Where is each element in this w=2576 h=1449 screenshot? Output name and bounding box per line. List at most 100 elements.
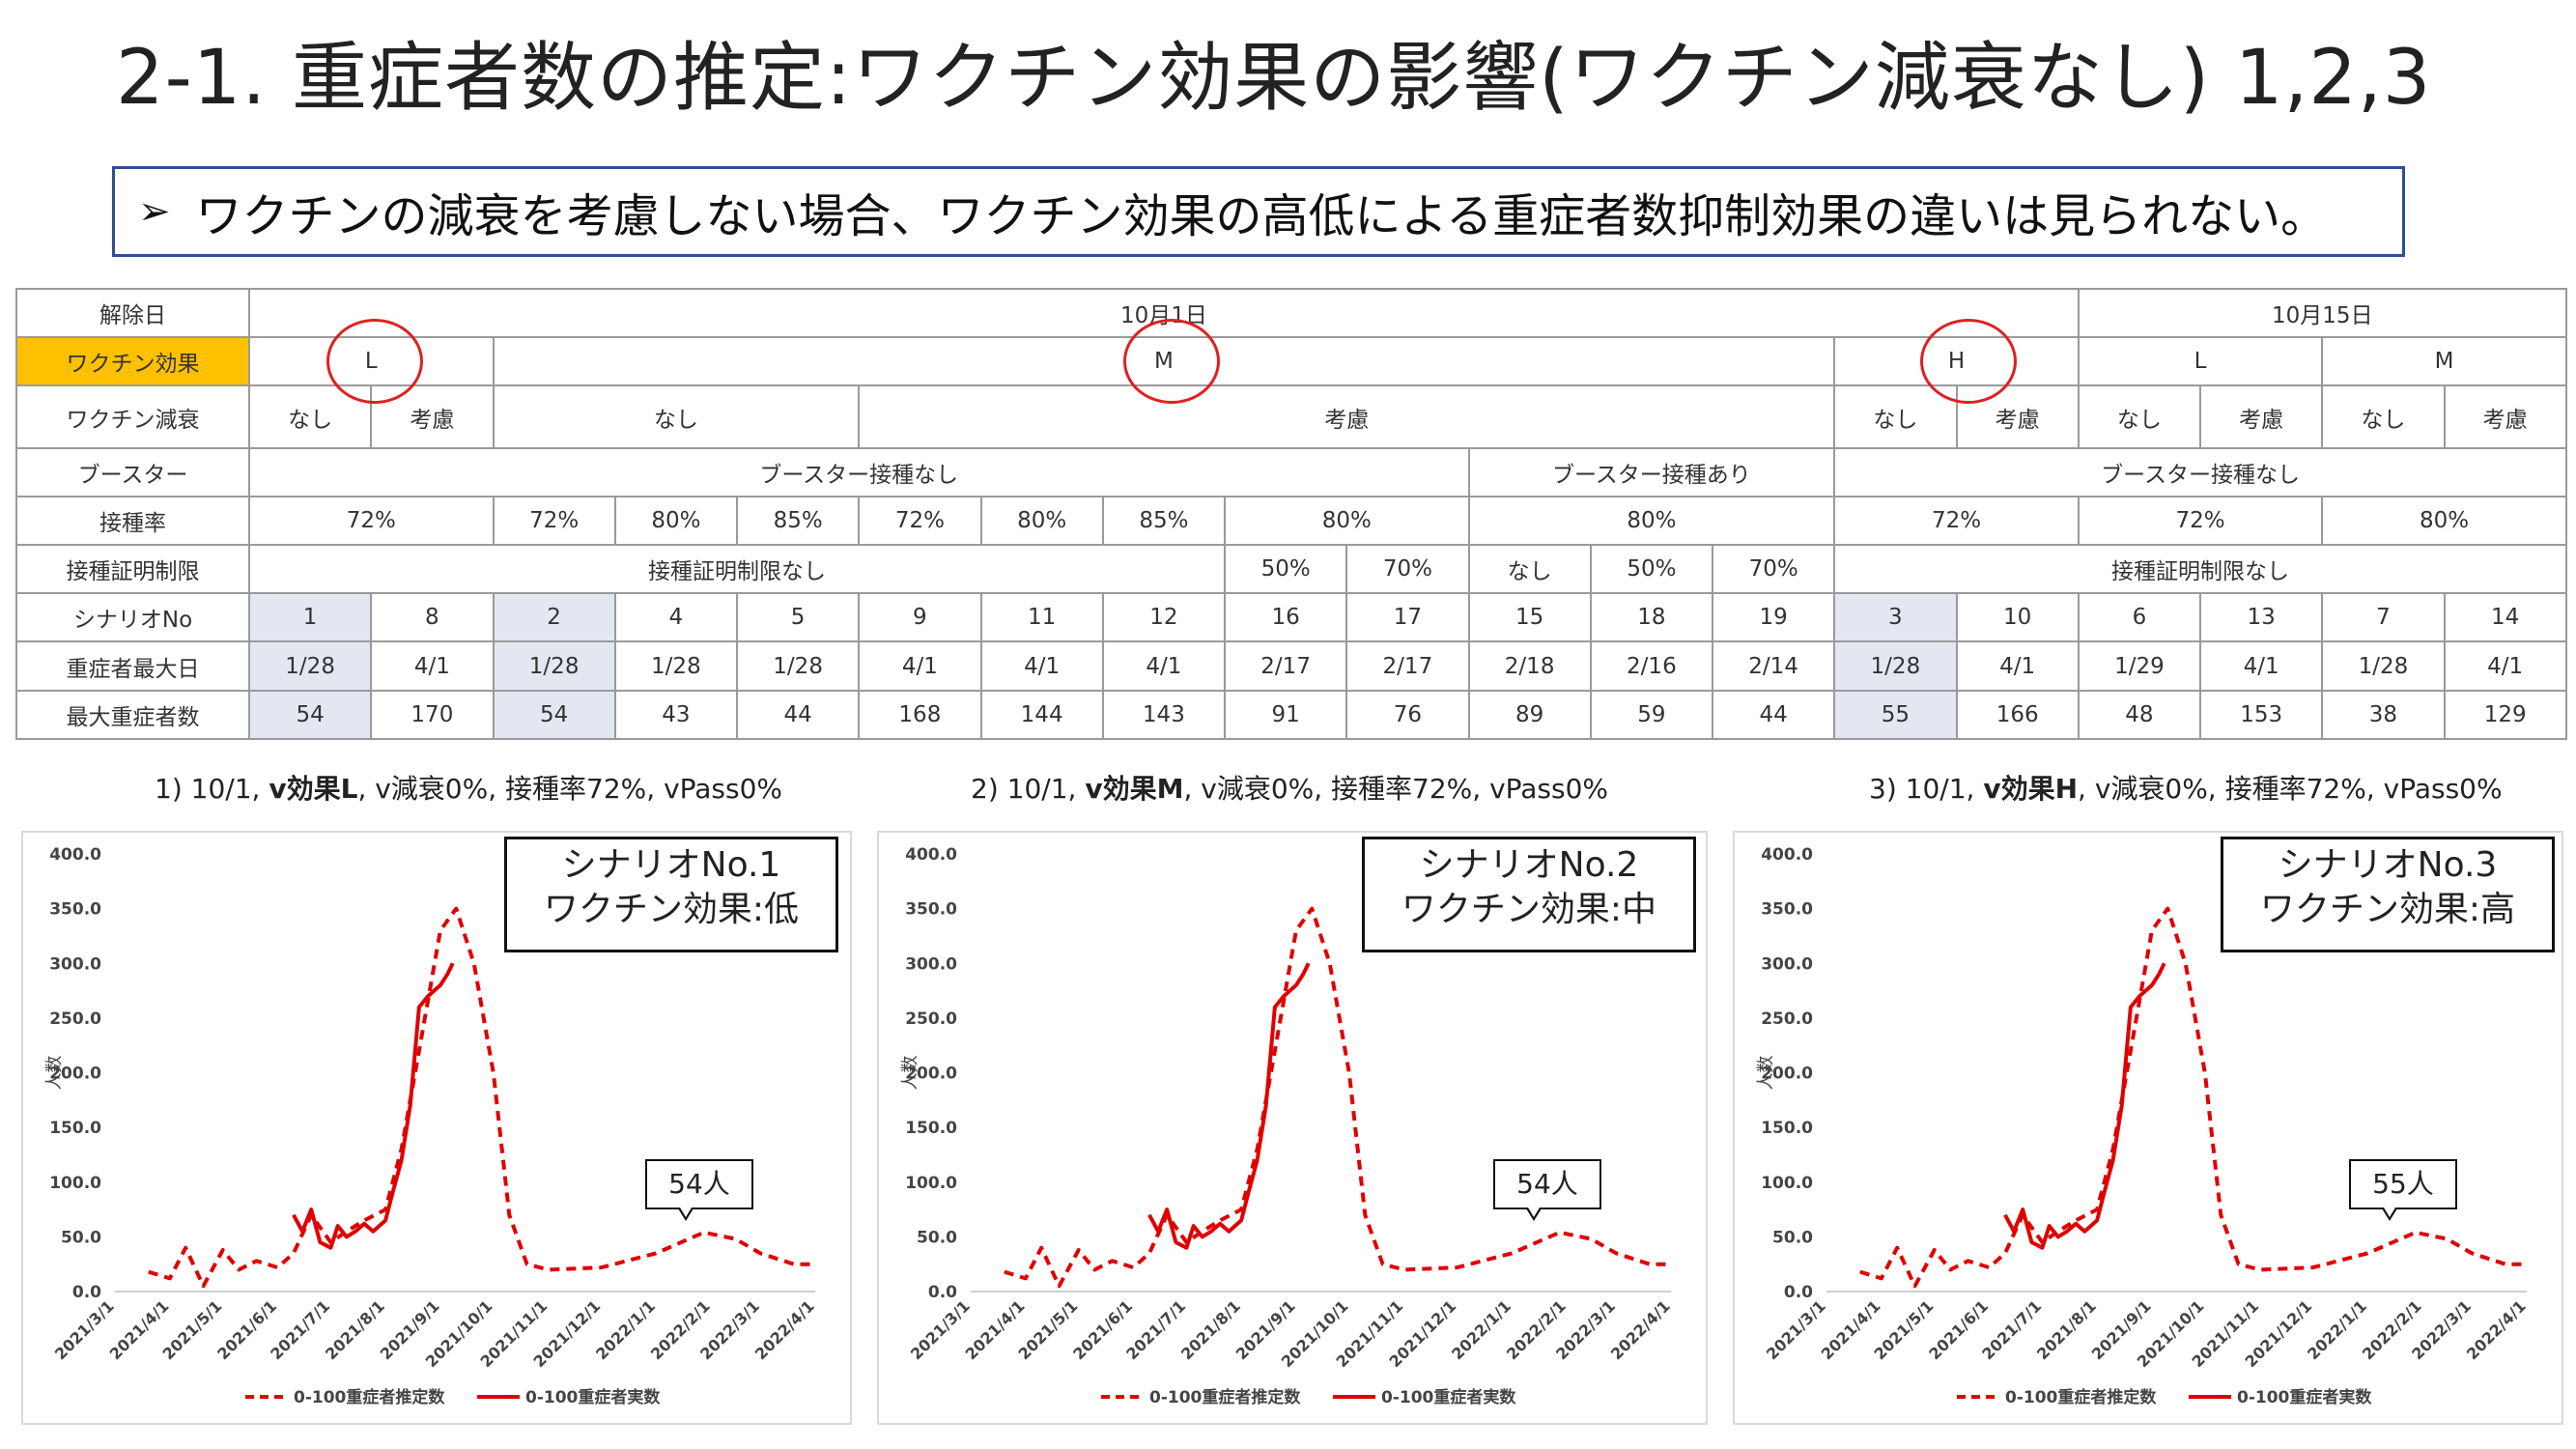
- row-label: シナリオNo: [15, 592, 250, 643]
- table-cell: 59: [1589, 689, 1714, 741]
- table-cell: 2/14: [1711, 640, 1836, 692]
- table-cell: 10: [1955, 592, 2080, 643]
- scenario-label-box: シナリオNo.2 ワクチン効果:中: [1362, 837, 1696, 952]
- y-tick-label: 400.0: [905, 845, 957, 865]
- table-cell: 2/17: [1223, 640, 1348, 692]
- table-cell: 1/28: [247, 640, 373, 692]
- y-tick-label: 300.0: [1761, 954, 1813, 974]
- table-cell: 1/28: [735, 640, 861, 692]
- table-cell: 4/1: [1955, 640, 2080, 692]
- chart-panel-2: 0.0 50.0 100.0 150.0 200.0 250.0 300.0 350.0 400…: [877, 831, 1708, 1425]
- table-cell: 4: [613, 592, 739, 643]
- y-tick-label: 150.0: [49, 1119, 101, 1138]
- y-tick-label: 200.0: [905, 1065, 957, 1084]
- table-cell: 4/1: [370, 640, 495, 692]
- table-cell: 85%: [1101, 495, 1227, 547]
- table-cell: 43: [613, 689, 739, 741]
- x-tick-label: 2022/4/1: [1607, 1296, 1674, 1363]
- table-cell: なし: [492, 384, 861, 449]
- y-tick-label: 50.0: [61, 1228, 101, 1247]
- table-cell: 12: [1101, 592, 1227, 643]
- table-cell: 72%: [248, 495, 495, 547]
- table-row-release-date: 解除日 10月1日 10月15日: [15, 287, 2567, 339]
- page-title: 2-1. 重症者数の推定:ワクチン効果の影響(ワクチン減衰なし) 1,2,3: [116, 35, 2432, 122]
- table-cell: 80%: [979, 495, 1104, 547]
- table-cell: 153: [2199, 689, 2324, 741]
- table-cell: 接種証明制限なし: [248, 544, 1226, 595]
- y-tick-label: 150.0: [1761, 1119, 1813, 1138]
- table-cell: 129: [2443, 689, 2567, 741]
- table-cell: 2/18: [1467, 640, 1592, 692]
- table-cell: 54: [247, 689, 373, 741]
- table-cell: 72%: [858, 495, 982, 547]
- table-cell: 10月15日: [2077, 287, 2567, 339]
- y-tick-label: 250.0: [49, 1009, 101, 1029]
- table-cell: なし: [2321, 384, 2446, 449]
- legend-label: 0-100重症者推定数: [294, 1387, 445, 1407]
- table-cell: 4/1: [2199, 640, 2324, 692]
- series-line-estimated: [1859, 906, 2527, 1289]
- scenario-effect: ワクチン効果:低: [543, 890, 800, 929]
- table-cell: なし: [2077, 384, 2202, 449]
- series-line-actual: [2003, 962, 2166, 1250]
- row-label: 接種率: [15, 495, 250, 547]
- y-tick-label: 200.0: [49, 1065, 101, 1084]
- y-tick-label: 50.0: [1772, 1228, 1813, 1247]
- table-cell: 70%: [1345, 544, 1470, 595]
- table-cell: 16: [1223, 592, 1348, 643]
- table-cell: 4/1: [979, 640, 1104, 692]
- table-cell: 44: [735, 689, 861, 741]
- y-tick-label: 0.0: [72, 1283, 101, 1302]
- table-cell: 80%: [1467, 495, 1836, 547]
- y-tick-label: 350.0: [905, 900, 957, 920]
- table-cell: 10月1日: [248, 287, 2080, 339]
- line-chart-2: 0.0 50.0 100.0 150.0 200.0 250.0 300.0 350.0 400…: [900, 845, 1674, 1407]
- row-label-highlighted: ワクチン効果: [15, 336, 250, 387]
- table-cell: なし: [1467, 544, 1592, 595]
- table-cell: ブースター接種なし: [248, 446, 1470, 497]
- table-cell: 15: [1467, 592, 1592, 643]
- y-tick-label: 200.0: [1761, 1065, 1813, 1084]
- scenario-number: シナリオNo.1: [561, 845, 781, 885]
- peak-callout: 54人: [1493, 1159, 1601, 1221]
- scenario-parameter-table: 解除日 10月1日 10月15日 ワクチン効果 L M H L M ワクチン減衰…: [15, 287, 2567, 741]
- y-tick-label: 400.0: [1761, 845, 1813, 865]
- table-cell: 19: [1711, 592, 1836, 643]
- table-cell: 85%: [735, 495, 861, 547]
- table-cell: 14: [2443, 592, 2567, 643]
- peak-callout: 55人: [2349, 1159, 2457, 1221]
- table-cell: 8: [370, 592, 495, 643]
- chart-1-title: 1) 10/1, v効果L, v減衰0%, 接種率72%, vPass0%: [155, 773, 783, 805]
- y-axis-label: 人数: [44, 1056, 65, 1091]
- table-cell: M: [2321, 336, 2567, 387]
- table-cell: 9: [858, 592, 982, 643]
- table-cell: 170: [370, 689, 495, 741]
- chart-3-title: 3) 10/1, v効果H, v減衰0%, 接種率72%, vPass0%: [1869, 773, 2503, 805]
- x-tick-label: 2022/4/1: [2463, 1296, 2530, 1363]
- y-tick-label: 300.0: [49, 954, 101, 974]
- legend-label: 0-100重症者推定数: [2005, 1387, 2157, 1407]
- arrow-bullet-icon: ➢: [138, 189, 171, 234]
- row-label: 接種証明制限: [15, 544, 250, 595]
- series-line-actual: [292, 962, 455, 1250]
- line-chart-1: 0.0 50.0 100.0 150.0 200.0 250.0 300.0 350.0 400…: [44, 845, 818, 1407]
- table-cell: 76: [1345, 689, 1470, 741]
- y-axis-label: 人数: [1756, 1056, 1776, 1091]
- table-cell: 80%: [613, 495, 739, 547]
- table-cell: 80%: [2321, 495, 2567, 547]
- table-row-vaccine-decay: ワクチン減衰 なし 考慮 なし 考慮 なし 考慮 なし 考慮 なし 考慮: [15, 384, 2567, 449]
- row-label: 重症者最大日: [15, 640, 250, 692]
- table-cell: 考慮: [858, 384, 1836, 449]
- scenario-number: シナリオNo.2: [1419, 845, 1639, 885]
- table-cell: 1/28: [492, 640, 616, 692]
- row-label: ブースター: [15, 446, 250, 497]
- chart-panel-1: 0.0 50.0 100.0 150.0 200.0 250.0 300.0 350.0 400…: [21, 831, 852, 1425]
- scenario-effect: ワクチン効果:中: [1401, 890, 1657, 929]
- y-tick-label: 350.0: [1761, 900, 1813, 920]
- y-tick-label: 0.0: [1784, 1283, 1813, 1302]
- table-cell: なし: [1833, 384, 1958, 449]
- table-row-peak-date: 重症者最大日 1/28 4/1 1/28 1/28 1/28 4/1 4/1 4/1 2/17 2…: [15, 640, 2567, 692]
- y-tick-label: 150.0: [905, 1119, 957, 1138]
- summary-text: ワクチンの減衰を考慮しない場合、ワクチン効果の高低による重症者数抑制効果の違いは…: [195, 189, 2328, 243]
- table-row-certificate-limit: 接種証明制限 接種証明制限なし 50% 70% なし 50% 70% 接種証明制…: [15, 544, 2567, 595]
